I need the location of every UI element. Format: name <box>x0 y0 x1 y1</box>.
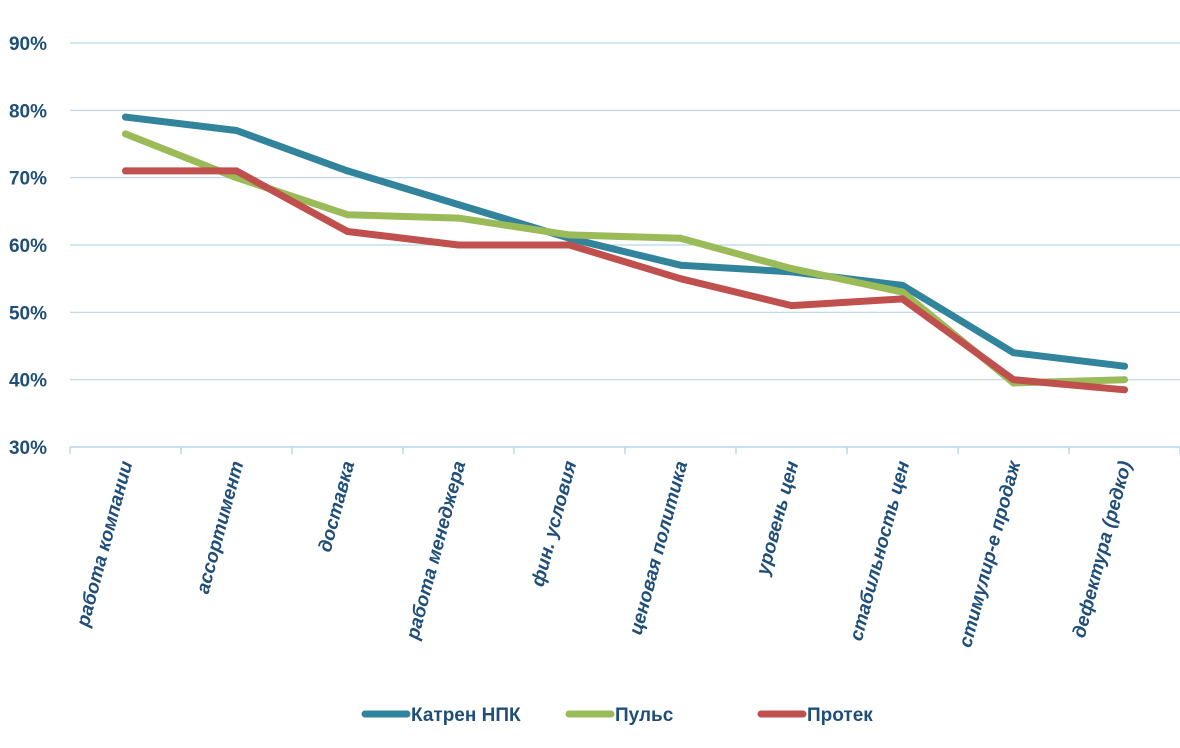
x-tick-label: доставка <box>315 458 360 554</box>
y-tick-label: 30% <box>9 438 47 459</box>
data-point <box>1121 362 1128 370</box>
x-tick-label: стимулир-е продаж <box>955 458 1025 650</box>
data-point <box>677 275 684 283</box>
legend-label: Протек <box>807 705 873 726</box>
legend-label: Катрен НПК <box>411 705 521 726</box>
gridlines <box>70 42 1180 381</box>
data-point <box>233 127 240 135</box>
legend: Катрен НПК Пульс Протек <box>361 705 873 726</box>
x-tick-label: работа менеджера <box>402 458 470 642</box>
data-point <box>1010 376 1017 384</box>
data-point <box>344 167 351 175</box>
data-point <box>1121 376 1128 384</box>
y-tick-label: 90% <box>9 34 47 55</box>
x-tick-label: фин. условия <box>528 459 582 589</box>
y-tick-label: 80% <box>9 101 47 122</box>
series-line-1 <box>122 113 1128 370</box>
y-tick-label: 50% <box>9 303 47 324</box>
data-point <box>122 130 129 138</box>
data-point <box>455 201 462 209</box>
data-point <box>677 234 684 242</box>
y-axis-tick-labels: 30% 40% 50% 60% 70% 80% 90% <box>9 34 47 459</box>
x-tick-label: ассортимент <box>193 459 249 596</box>
data-point <box>788 265 795 273</box>
data-point <box>566 231 573 239</box>
data-point <box>344 228 351 236</box>
legend-label: Пульс <box>615 705 674 726</box>
y-tick-label: 60% <box>9 236 47 257</box>
data-point <box>122 167 129 175</box>
x-axis <box>69 446 1180 454</box>
data-point <box>899 295 906 303</box>
data-point <box>566 241 573 249</box>
data-point <box>233 174 240 182</box>
x-tick-label: работа компании <box>73 458 138 629</box>
data-point <box>677 261 684 269</box>
x-tick-label: уровень цен <box>753 458 804 578</box>
series-lines <box>122 113 1128 394</box>
data-point <box>455 241 462 249</box>
data-point <box>122 113 129 121</box>
series-line-3 <box>122 167 1128 394</box>
data-point <box>899 288 906 296</box>
y-tick-label: 70% <box>9 169 47 190</box>
x-tick-label: дефектура (редко) <box>1069 459 1136 640</box>
data-point <box>344 211 351 219</box>
data-point <box>233 167 240 175</box>
x-tick-label: стабильность цен <box>846 458 914 643</box>
data-point <box>1010 349 1017 357</box>
y-tick-label: 40% <box>9 371 47 392</box>
data-point <box>899 281 906 289</box>
data-point <box>1121 386 1128 394</box>
x-axis-tick-labels: работа компании ассортимент доставка работа… <box>73 458 1137 650</box>
data-point <box>788 302 795 310</box>
x-tick-label: ценовая политика <box>626 458 693 637</box>
data-point <box>455 214 462 222</box>
